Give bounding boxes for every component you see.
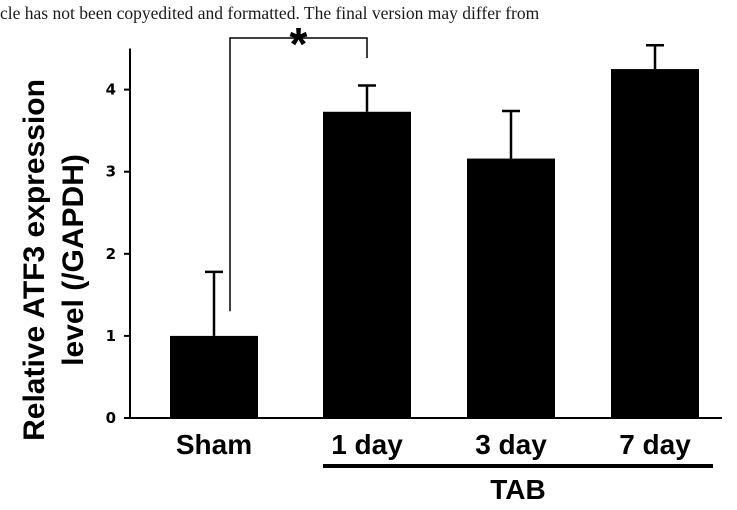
bar-sham: [170, 335, 258, 418]
group-bracket: TAB: [323, 464, 713, 505]
significance-bracket: [229, 37, 368, 312]
y-tick-label: 3: [106, 163, 116, 181]
significance-marker: *: [229, 18, 368, 312]
y-ticks: 0 1 2 3 4: [106, 81, 130, 427]
bars: [170, 69, 699, 418]
y-axis-title-line-1: Relative ATF3 expression: [18, 79, 51, 441]
y-tick-label: 2: [106, 245, 116, 263]
y-tick-label: 1: [106, 327, 116, 345]
x-tick-label: Sham: [176, 429, 252, 460]
bar-1-day: [323, 111, 411, 418]
x-tick-label: 3 day: [475, 429, 547, 460]
category-labels: Sham 1 day 3 day 7 day: [176, 429, 691, 460]
error-bars: [205, 44, 664, 336]
significance-star: *: [290, 18, 308, 70]
y-tick-label: 0: [106, 409, 116, 427]
y-tick-label: 4: [106, 81, 116, 99]
x-tick-label: 7 day: [619, 429, 691, 460]
x-tick-label: 1 day: [331, 429, 403, 460]
group-label: TAB: [490, 474, 545, 505]
bar-7-day: [611, 69, 699, 418]
y-axis-title-line-2: level (/GAPDH): [57, 154, 90, 366]
bar-3-day: [467, 158, 555, 418]
y-axis-title: Relative ATF3 expression level (/GAPDH): [18, 79, 90, 441]
header-text: cle has not been copyedited and formatte…: [0, 3, 540, 23]
